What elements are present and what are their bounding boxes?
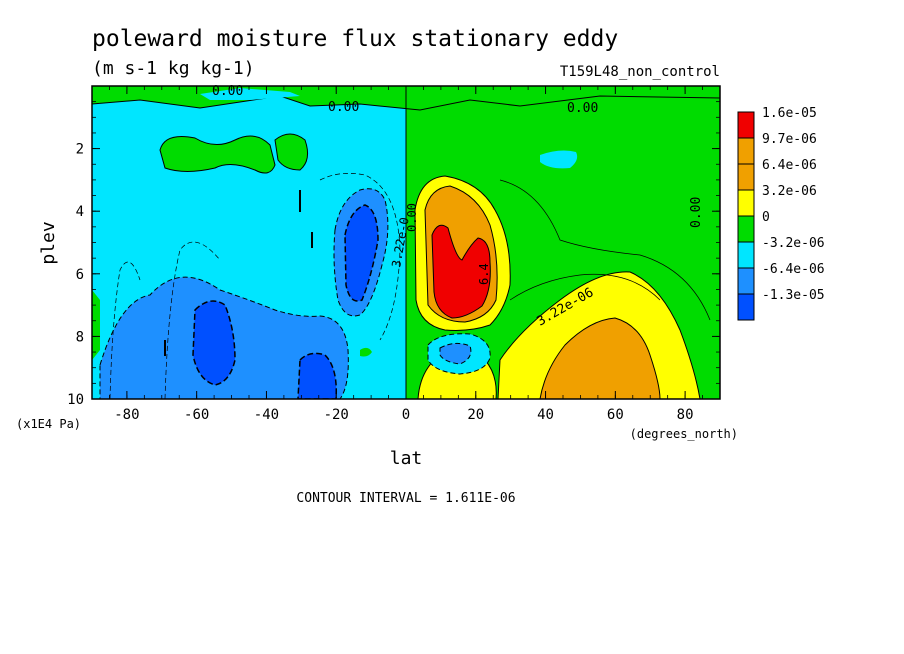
legend: 1.6e-05 9.7e-06 6.4e-06 3.2e-06 0 -3.2e-06 -6.… — [737, 106, 825, 321]
y-axis-units: (x1E4 Pa) — [16, 417, 81, 431]
legend-label: 9.7e-06 — [762, 132, 817, 147]
contour-label: 6.4 — [477, 263, 491, 285]
y-tick-label: 8 — [76, 329, 84, 345]
contour-line-2 — [164, 241, 221, 399]
y-tick-label: 10 — [67, 392, 84, 408]
contour-label: 0.00 — [212, 84, 243, 99]
region-orange-nh-mid — [539, 317, 661, 399]
x-tick-label: -80 — [114, 407, 139, 423]
contour-interval: CONTOUR INTERVAL = 1.611E-06 — [296, 491, 515, 506]
contour-label: 0.00 — [689, 197, 704, 228]
legend-swatch — [737, 215, 755, 243]
x-axis-units: (degrees_north) — [630, 427, 738, 441]
legend-swatch — [737, 163, 755, 191]
contour-line-4 — [499, 179, 711, 321]
contour-line-5 — [509, 274, 661, 301]
legend-swatch — [737, 189, 755, 217]
region-small-green-sh — [360, 347, 372, 357]
chart-title: poleward moisture flux stationary eddy — [92, 26, 618, 52]
region-green-patch-sh — [159, 135, 276, 174]
y-tick-label: 6 — [76, 267, 84, 283]
x-axis: -80 -60 -40 -20 0 20 40 60 80 — [114, 86, 694, 423]
x-tick-label: -40 — [254, 407, 279, 423]
region-green-edge-sh — [92, 290, 100, 360]
legend-swatch — [737, 137, 755, 165]
x-axis-label: lat — [390, 448, 423, 469]
x-tick-label: 20 — [467, 407, 484, 423]
x-tick-label: 0 — [402, 407, 410, 423]
chart-subtitle: (m s-1 kg kg-1) — [92, 58, 255, 79]
legend-label: 6.4e-06 — [762, 158, 817, 173]
legend-swatch — [737, 111, 755, 139]
y-tick-label: 2 — [76, 142, 84, 158]
region-red-core — [431, 224, 491, 319]
y-axis-label: plev — [38, 221, 59, 264]
cell-neg-low-nh-core — [439, 342, 472, 365]
contour-label: 0.00 — [567, 101, 598, 116]
legend-swatch — [737, 293, 755, 321]
y-tick-label: 4 — [76, 204, 84, 220]
x-tick-label: 80 — [677, 407, 694, 423]
legend-label: 3.2e-06 — [762, 184, 817, 199]
legend-label: -6.4e-06 — [762, 262, 825, 277]
cell-strong-neg-60s — [192, 300, 236, 386]
cell-strong-neg-15s — [344, 204, 379, 302]
region-cyan-patch-nh — [540, 150, 578, 169]
contour-line-1 — [109, 261, 141, 399]
legend-label: 1.6e-05 — [762, 106, 817, 121]
y-axis: 2 4 6 8 10 — [67, 142, 720, 408]
plot-area — [92, 86, 720, 399]
legend-swatch — [737, 267, 755, 295]
region-top-small-negative — [200, 88, 300, 100]
region-green-patch-sh-2 — [274, 133, 309, 171]
contour-line-3 — [319, 173, 401, 341]
run-label: T159L48_non_control — [560, 64, 720, 80]
legend-label: -3.2e-06 — [762, 236, 825, 251]
x-tick-label: -20 — [324, 407, 349, 423]
contour-label: 0.00 — [405, 203, 419, 232]
x-tick-label: 40 — [537, 407, 554, 423]
x-tick-label: 60 — [607, 407, 624, 423]
legend-label: -1.3e-05 — [762, 288, 825, 303]
legend-swatch — [737, 241, 755, 269]
legend-label: 0 — [762, 210, 770, 225]
contour-label: 0.00 — [328, 100, 359, 115]
x-tick-label: -60 — [184, 407, 209, 423]
